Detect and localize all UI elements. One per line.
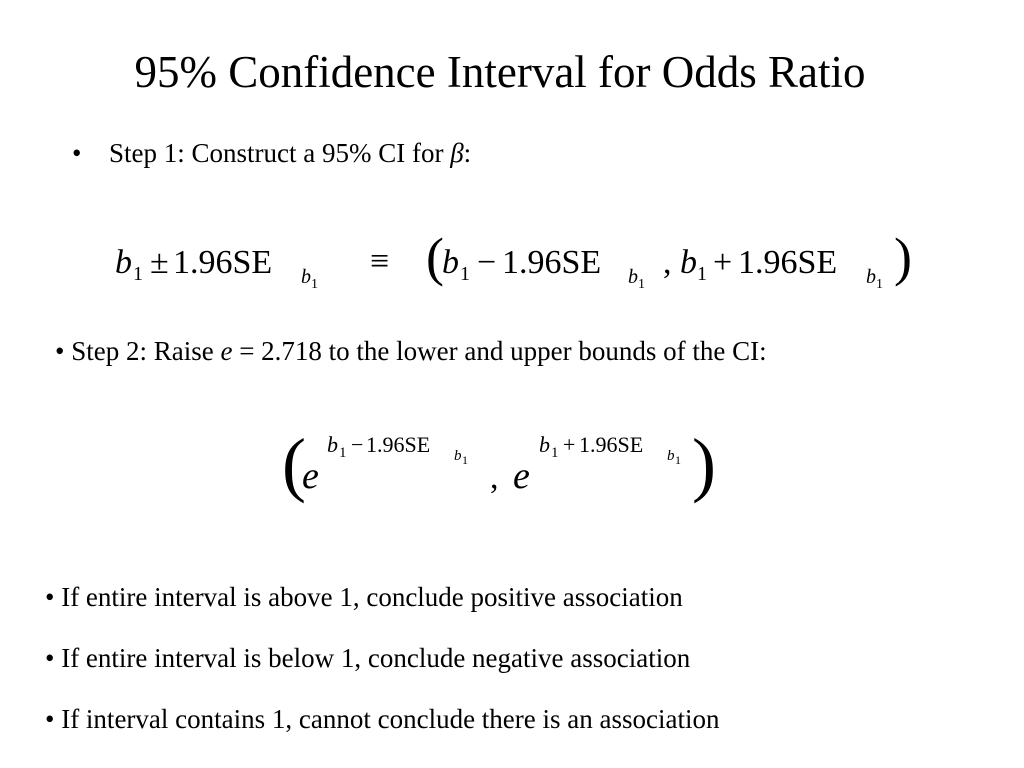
- slide-title: 95% Confidence Interval for Odds Ratio: [134, 47, 866, 97]
- f2-exp2-sub: 1: [551, 445, 559, 461]
- f1-b2: b: [442, 244, 459, 281]
- step-2-prefix: • Step 2: Raise: [55, 336, 214, 366]
- f2-comma: ,: [490, 459, 499, 496]
- f2-exp2-sub-b: b: [667, 448, 675, 464]
- f2-e1: e: [302, 455, 319, 497]
- f1-pm: ±: [150, 244, 169, 281]
- formula-beta-ci: b 1 ± 1.96SE b 1 ≡ ( b 1 − 1.96SE b 1 , …: [115, 227, 912, 292]
- f2-exp1-coef: 1.96SE: [366, 432, 430, 457]
- f2-e2: e: [513, 455, 530, 497]
- f1-b: b: [115, 244, 132, 281]
- f1-sub-b-3: b: [866, 266, 876, 288]
- f1-equiv: ≡: [370, 243, 389, 280]
- f2-close-paren: ): [692, 424, 716, 504]
- f2-exp1-sub-sub: 1: [462, 453, 468, 467]
- note-negative: • If entire interval is below 1, conclud…: [45, 643, 691, 673]
- f2-exp2-plus: +: [563, 432, 575, 457]
- f1-sub-1: 1: [133, 263, 143, 285]
- f1-sub-sub-2: 1: [638, 277, 645, 292]
- f1-sub-sub-3: 1: [876, 277, 883, 292]
- f1-minus: −: [477, 244, 496, 281]
- f2-exp1-minus: −: [351, 432, 363, 457]
- f1-coef: 1.96SE: [173, 244, 272, 281]
- f2-exp2-coef: 1.96SE: [579, 432, 643, 457]
- f1-sub-sub-1: 1: [311, 277, 318, 292]
- f1-sub-b: b: [301, 266, 311, 288]
- e-symbol: e: [220, 336, 233, 366]
- f2-exp2-sub-sub: 1: [675, 453, 681, 467]
- f1-sub-2: 1: [460, 263, 470, 285]
- note-inconclusive: • If interval contains 1, cannot conclud…: [45, 704, 720, 734]
- f1-plus: +: [713, 244, 732, 281]
- beta-symbol: β: [450, 138, 464, 168]
- step-2-suffix: = 2.718 to the lower and upper bounds of…: [239, 336, 767, 366]
- note-positive: • If entire interval is above 1, conclud…: [45, 582, 683, 612]
- step-1-line: • Step 1: Construct a 95% CI for β:: [72, 138, 471, 169]
- f1-close-paren: ): [894, 227, 912, 287]
- f1-sub-b-2: b: [628, 266, 638, 288]
- f2-exp1-sub: 1: [339, 445, 347, 461]
- f2-exp1-sub-b: b: [454, 448, 462, 464]
- bullet: •: [72, 138, 82, 168]
- f1-b3: b: [680, 244, 697, 281]
- f2-exp2-b: b: [539, 432, 550, 457]
- f1-comma: ,: [663, 244, 672, 281]
- f1-coef-3: 1.96SE: [738, 244, 837, 281]
- f1-coef-2: 1.96SE: [502, 244, 601, 281]
- f1-open-paren: (: [426, 227, 444, 287]
- f1-sub-3: 1: [697, 263, 707, 285]
- step-1-colon: :: [463, 138, 472, 168]
- f2-exp1-b: b: [327, 432, 338, 457]
- step-1-text: Step 1: Construct a 95% CI for: [109, 138, 444, 168]
- f2-open-paren: (: [282, 424, 306, 504]
- step-2-line: • Step 2: Raise e = 2.718 to the lower a…: [55, 336, 767, 367]
- formula-or-ci: ( e b 1 − 1.96SE b 1 , e b 1 + 1.96SE b …: [282, 424, 716, 504]
